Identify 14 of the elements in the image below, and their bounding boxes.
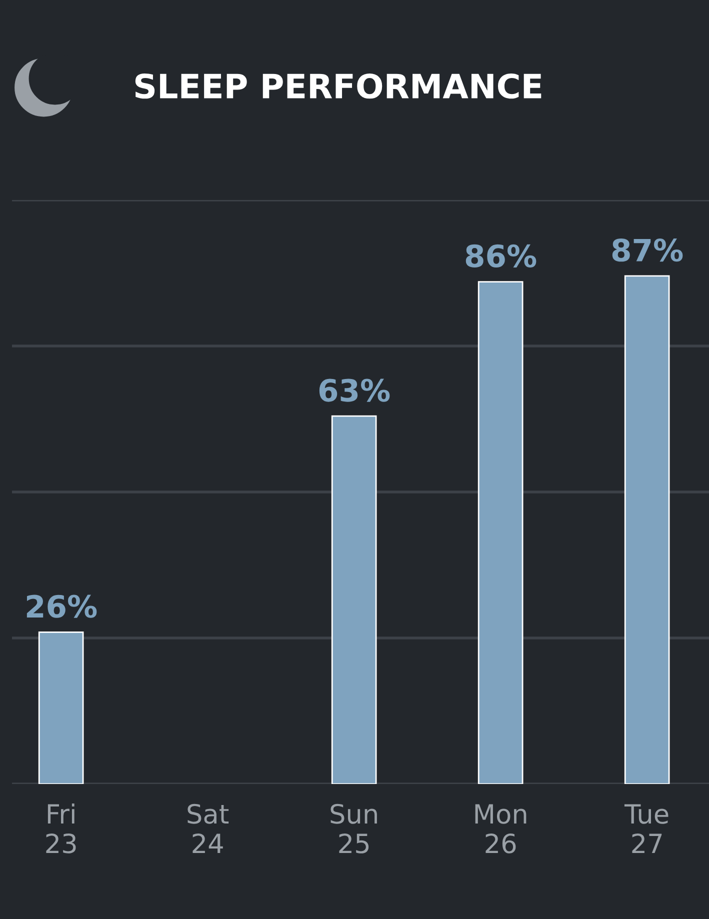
data-label: 26%: [26, 594, 97, 618]
x-tick-label: Tue 27: [624, 804, 668, 854]
bar: [38, 631, 84, 784]
data-label: 87%: [612, 238, 683, 262]
data-label: 63%: [319, 378, 390, 402]
x-tick-label: Mon 26: [475, 804, 526, 854]
x-tick-label: Sun 25: [330, 804, 377, 854]
x-tick-label: Fri 23: [46, 803, 76, 854]
bar: [478, 281, 524, 784]
bar: [624, 275, 670, 784]
chart-title: SLEEP PERFORMANCE: [135, 73, 542, 99]
x-tick-label: Sat 24: [188, 804, 229, 854]
bar: [331, 415, 377, 784]
data-label: 86%: [466, 244, 536, 268]
